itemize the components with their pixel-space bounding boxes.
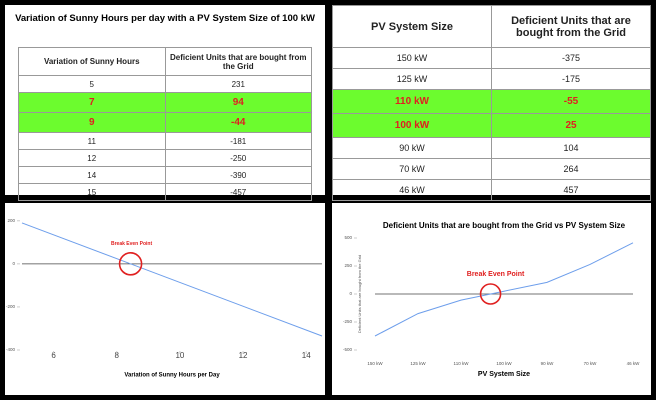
table-panel: PV System Size Deficient Units that are b…	[332, 5, 651, 201]
y-tick-label: -400	[6, 347, 16, 352]
x-tick-label: 70 kW	[584, 361, 598, 366]
x-tick-label: 6	[51, 351, 56, 360]
chart-title: Deficient Units that are bought from the…	[383, 221, 626, 230]
table-cell: 15	[18, 183, 166, 201]
table-row: 5 231	[18, 75, 312, 93]
table-cell: 231	[164, 75, 312, 93]
table-cell: 14	[18, 166, 166, 184]
table-cell: -390	[164, 166, 312, 184]
table-row: 100 kW 25	[332, 113, 651, 138]
table-title: Variation of Sunny Hours per day with a …	[15, 13, 315, 24]
table-row: 7 94	[18, 92, 312, 113]
y-tick-label: 0	[349, 291, 352, 296]
header-row: PV System Size Deficient Units that are b…	[332, 5, 651, 48]
column-header: Variation of Sunny Hours	[18, 47, 166, 76]
table-row: 150 kW -375	[332, 47, 651, 69]
table-cell: 125 kW	[332, 68, 492, 90]
table-cell: -457	[164, 183, 312, 201]
y-tick-label: -200	[6, 304, 16, 309]
column-header: Deficient Units that are bought from the…	[164, 47, 312, 76]
table-cell: -55	[491, 89, 651, 114]
table-row: 9 -44	[18, 112, 312, 133]
table-cell: 94	[164, 92, 312, 113]
table-cell: 90 kW	[332, 137, 492, 159]
column-header: PV System Size	[332, 5, 492, 48]
line-series	[21, 222, 323, 337]
table-cell: -181	[164, 132, 312, 150]
table-cell: 100 kW	[332, 113, 492, 138]
x-tick-label: 110 kW	[454, 361, 470, 366]
x-tick-label: 10	[175, 351, 184, 360]
table-cell: 104	[491, 137, 651, 159]
table-cell: 11	[18, 132, 166, 150]
table-cell: 70 kW	[332, 158, 492, 180]
x-tick-label: 46 kW	[627, 361, 641, 366]
table-cell: 46 kW	[332, 179, 492, 201]
table-row: 46 kW 457	[332, 179, 651, 201]
table-row: 15 -457	[18, 183, 312, 201]
y-tick-label: 200	[7, 218, 15, 223]
chart: Deficient Units that are bought from the…	[343, 221, 641, 378]
x-tick-label: 8	[115, 351, 120, 360]
chart-panel: Variation of Sunny Hours per Day 200 0 -200…	[5, 203, 325, 395]
table-row: 12 -250	[18, 149, 312, 167]
table-row: 14 -390	[18, 166, 312, 184]
y-tick-label: 250	[344, 263, 352, 268]
table-cell: 110 kW	[332, 89, 492, 114]
table-cell: 150 kW	[332, 47, 492, 69]
annotation: Break Even Point	[467, 271, 525, 278]
annotation: Break Even Point	[111, 241, 152, 247]
x-tick-label: 150 kW	[367, 361, 383, 366]
x-tick-label: 125 kW	[410, 361, 426, 366]
table-row: 110 kW -55	[332, 89, 651, 114]
line-series	[374, 242, 634, 337]
x-axis-label: PV System Size	[478, 371, 530, 378]
x-tick-label: 90 kW	[541, 361, 555, 366]
y-tick-label: 500	[344, 235, 352, 240]
table-cell: 25	[491, 113, 651, 138]
table-cell: 264	[491, 158, 651, 180]
table-cell: -175	[491, 68, 651, 90]
table-panel: Variation of Sunny Hours per day with a …	[5, 5, 325, 201]
header-row: Variation of Sunny Hours Deficient Units …	[18, 47, 312, 76]
table-cell: 5	[18, 75, 166, 93]
y-tick-label: 0	[12, 261, 15, 266]
y-tick-label: -500	[343, 347, 353, 352]
y-tick-label: -250	[343, 319, 353, 324]
table-cell: -250	[164, 149, 312, 167]
table-row: 70 kW 264	[332, 158, 651, 180]
x-tick-label: 14	[302, 351, 311, 360]
y-axis-label: Deficient Units that are bought from the…	[357, 255, 362, 333]
x-tick-label: 100 kW	[496, 361, 512, 366]
table-row: 125 kW -175	[332, 68, 651, 90]
x-axis-label: Variation of Sunny Hours per Day	[124, 373, 220, 379]
data-table: Variation of Sunny Hours Deficient Units …	[18, 47, 312, 201]
table-cell: 457	[491, 179, 651, 201]
chart-panel: Deficient Units that are bought from the…	[332, 203, 651, 395]
chart: Variation of Sunny Hours per Day 200 0 -200…	[6, 218, 323, 379]
x-tick-label: 12	[239, 351, 248, 360]
table-cell: -44	[164, 112, 312, 133]
data-table: PV System Size Deficient Units that are b…	[332, 5, 651, 201]
break-even-circle	[479, 283, 502, 305]
table-cell: 9	[18, 112, 166, 133]
table-cell: 12	[18, 149, 166, 167]
column-header: Deficient Units that are bought from the…	[491, 5, 651, 48]
break-even-circle	[118, 252, 143, 276]
table-cell: -375	[491, 47, 651, 69]
table-row: 11 -181	[18, 132, 312, 150]
table-cell: 7	[18, 92, 166, 113]
table-row: 90 kW 104	[332, 137, 651, 159]
